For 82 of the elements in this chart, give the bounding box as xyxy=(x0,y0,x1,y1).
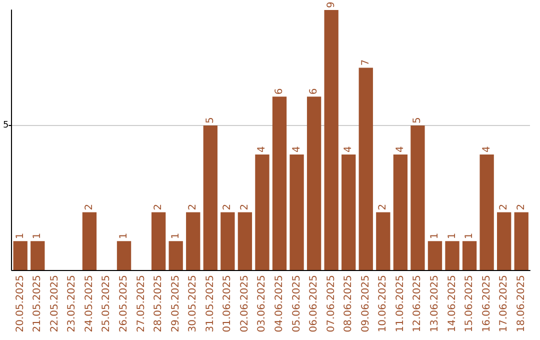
x-tick-label: 09.06.2025 xyxy=(360,275,372,332)
x-tick-label: 02.06.2025 xyxy=(239,275,250,332)
bar xyxy=(376,212,390,270)
x-tick-label: 06.06.2025 xyxy=(308,275,320,332)
x-tick-label: 29.05.2025 xyxy=(170,275,182,332)
x-tick-label: 11.06.2025 xyxy=(394,275,406,332)
data-label: 5 xyxy=(412,117,424,124)
data-label: 2 xyxy=(239,204,250,210)
data-label: 2 xyxy=(498,204,510,210)
x-tick-label: 04.06.2025 xyxy=(274,275,285,332)
bar xyxy=(445,241,460,270)
data-label: 2 xyxy=(378,204,389,210)
data-label: 1 xyxy=(464,232,476,240)
bar xyxy=(116,241,132,270)
bar xyxy=(480,154,494,270)
bar xyxy=(186,212,200,270)
data-label: 1 xyxy=(14,232,26,240)
data-label: 4 xyxy=(291,146,302,152)
bar xyxy=(410,126,425,270)
bar xyxy=(220,212,235,270)
x-tick-label: 05.06.2025 xyxy=(291,275,302,332)
data-label: 2 xyxy=(153,204,164,210)
bar xyxy=(497,212,512,270)
x-tick-label: 15.06.2025 xyxy=(464,275,476,332)
data-label: 6 xyxy=(308,88,320,95)
x-tick-label: 31.05.2025 xyxy=(204,275,216,332)
x-tick-label: 27.05.2025 xyxy=(136,275,147,332)
data-label: 2 xyxy=(188,204,199,210)
bar xyxy=(462,241,477,270)
data-label: 6 xyxy=(274,88,285,95)
x-tick-label: 16.06.2025 xyxy=(481,275,492,332)
data-label: 4 xyxy=(343,146,354,152)
bar xyxy=(255,154,270,270)
x-tick-label: 01.06.2025 xyxy=(222,275,234,332)
data-label: 9 xyxy=(326,2,337,8)
x-tick-label: 10.06.2025 xyxy=(378,275,389,332)
x-tick-label: 21.05.2025 xyxy=(32,275,44,332)
data-label: 1 xyxy=(429,232,440,240)
data-label: 1 xyxy=(170,232,182,240)
bar xyxy=(203,126,218,270)
x-tick-label: 28.05.2025 xyxy=(153,275,164,332)
bar xyxy=(151,212,166,270)
x-tick-label: 23.05.2025 xyxy=(66,275,78,332)
data-label: 1 xyxy=(446,232,458,240)
data-label: 1 xyxy=(118,232,130,240)
bar xyxy=(514,212,528,270)
bar xyxy=(342,154,356,270)
x-tick-label: 20.05.2025 xyxy=(14,275,26,332)
x-tick-label: 03.06.2025 xyxy=(256,275,268,332)
x-tick-label: 24.05.2025 xyxy=(84,275,95,332)
data-label: 7 xyxy=(360,59,372,66)
data-label: 4 xyxy=(481,146,492,152)
x-tick-label: 30.05.2025 xyxy=(188,275,199,332)
bar xyxy=(30,241,45,270)
data-label: 2 xyxy=(222,204,234,210)
data-label: 1 xyxy=(32,232,44,240)
x-tick-label: 08.06.2025 xyxy=(343,275,354,332)
bar xyxy=(272,96,287,270)
bar xyxy=(238,212,252,270)
x-tick-label: 17.06.2025 xyxy=(498,275,510,332)
bar xyxy=(290,154,304,270)
x-tick-label: 13.06.2025 xyxy=(429,275,440,332)
bar xyxy=(324,10,338,270)
x-tick-label: 25.05.2025 xyxy=(101,275,112,332)
x-tick-label: 18.06.2025 xyxy=(516,275,527,332)
bar xyxy=(306,96,322,270)
x-tick-label: 14.06.2025 xyxy=(446,275,458,332)
bar xyxy=(168,241,183,270)
bar xyxy=(82,212,97,270)
bar xyxy=(393,154,408,270)
data-label: 2 xyxy=(84,204,95,210)
bar xyxy=(13,241,28,270)
data-label: 4 xyxy=(394,146,406,152)
data-label: 4 xyxy=(256,146,268,152)
x-tick-label: 07.06.2025 xyxy=(326,275,337,332)
bar xyxy=(428,241,442,270)
x-tick-label: 26.05.2025 xyxy=(118,275,130,332)
bar xyxy=(358,68,373,270)
x-tick-label: 12.06.2025 xyxy=(412,275,424,332)
x-tick-label: 22.05.2025 xyxy=(49,275,60,332)
data-label: 5 xyxy=(204,117,216,124)
data-label: 2 xyxy=(516,204,527,210)
